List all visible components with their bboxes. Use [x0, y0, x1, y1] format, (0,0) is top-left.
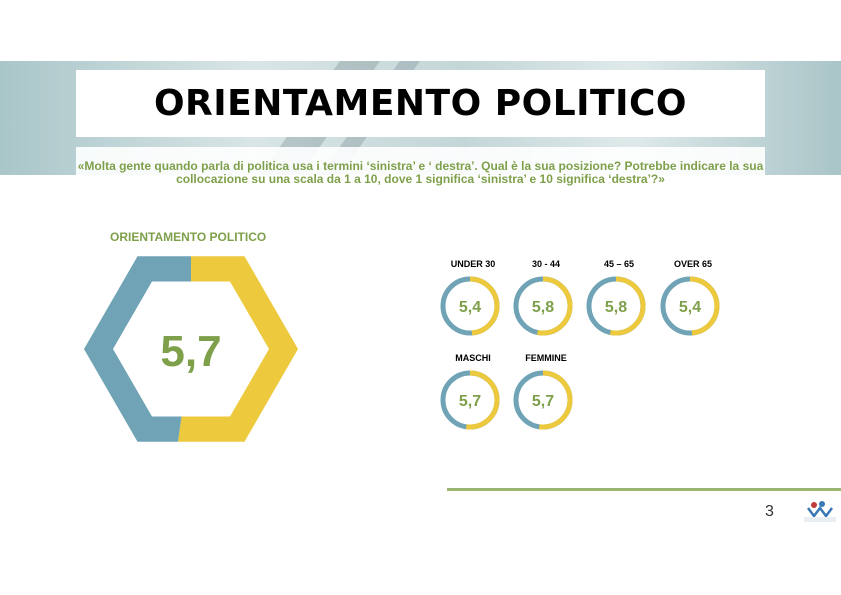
age-donut-right-1 — [536, 276, 573, 336]
age-donut-value-3: 5,4 — [679, 299, 701, 316]
age-donut-label-1: 30 - 44 — [532, 259, 560, 269]
gender-donut-label-0: MASCHI — [455, 353, 491, 363]
age-donut-right-3 — [689, 276, 720, 336]
survey-question: «Molta gente quando parla di politica us… — [77, 159, 764, 186]
question-box — [76, 147, 765, 195]
page-title: ORIENTAMENTO POLITICO — [153, 83, 688, 124]
winpoll-logo-icon — [804, 501, 836, 522]
gender-donut-value-0: 5,7 — [459, 393, 481, 410]
page-number: 3 — [765, 503, 774, 520]
age-donut-right-2 — [609, 276, 646, 336]
age-donut-right-0 — [469, 276, 500, 336]
age-donut-value-2: 5,8 — [605, 299, 627, 316]
age-donut-value-0: 5,4 — [459, 299, 481, 316]
gender-donut-right-0 — [465, 370, 500, 430]
gender-donut-right-1 — [538, 370, 573, 430]
title-box: ORIENTAMENTO POLITICO — [76, 70, 765, 137]
age-donut-label-3: OVER 65 — [674, 259, 712, 269]
gender-donut-value-1: 5,7 — [532, 393, 554, 410]
main-donut-hole — [113, 281, 269, 417]
age-donut-label-0: UNDER 30 — [451, 259, 496, 269]
footer-divider — [447, 488, 841, 491]
age-donut-value-1: 5,8 — [532, 299, 554, 316]
gender-donut-label-1: FEMMINE — [525, 353, 567, 363]
main-donut-segment-right — [163, 256, 298, 442]
age-donut-label-2: 45 – 65 — [604, 259, 634, 269]
main-donut-value: 5,7 — [160, 327, 221, 376]
main-chart-title: ORIENTAMENTO POLITICO — [110, 230, 267, 244]
main-donut-segment-left — [84, 256, 191, 442]
